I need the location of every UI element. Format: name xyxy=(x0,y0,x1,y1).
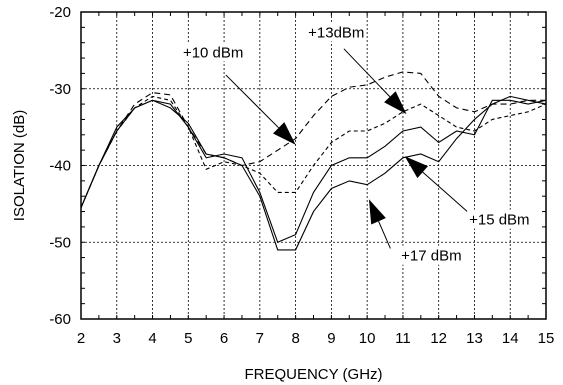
x-tick-label: 13 xyxy=(466,330,483,347)
annotation-label-1: +10 dBm xyxy=(183,44,243,61)
annotation-arrow-head xyxy=(404,156,429,179)
x-tick-label: 12 xyxy=(430,330,447,347)
x-tick-label: 15 xyxy=(538,330,555,347)
y-tick-label: -40 xyxy=(49,158,71,175)
x-tick-label: 4 xyxy=(148,330,156,347)
annotation-arrow-line xyxy=(378,221,391,249)
x-tick-label: 3 xyxy=(113,330,121,347)
x-tick-label: 8 xyxy=(291,330,299,347)
x-tick-label: 5 xyxy=(184,330,192,347)
annotation-label-bg xyxy=(306,22,361,42)
annotation-arrow-line xyxy=(422,171,470,214)
y-tick-label: -50 xyxy=(49,234,71,251)
annotation-arrow-head xyxy=(384,91,407,115)
y-tick-label: -30 xyxy=(49,81,71,98)
x-tick-label: 14 xyxy=(502,330,519,347)
y-tick-label: -60 xyxy=(49,311,71,328)
annotation-label-bg xyxy=(399,245,462,265)
annotation-arrow-head xyxy=(368,199,386,225)
annotation-label-bg xyxy=(180,42,244,62)
x-axis-label: FREQUENCY (GHz) xyxy=(244,366,382,383)
annotation-label-2: +13dBm xyxy=(308,24,364,41)
series-line-1 xyxy=(80,71,546,208)
x-tick-label: 11 xyxy=(395,330,411,347)
x-tick-label: 2 xyxy=(77,330,85,347)
annotation-arrow-line xyxy=(343,48,391,98)
x-tick-label: 6 xyxy=(220,330,228,347)
x-tick-label: 10 xyxy=(359,330,376,347)
plot-frame xyxy=(80,11,547,320)
x-tick-label: 9 xyxy=(327,330,335,347)
x-tick-label: 7 xyxy=(256,330,264,347)
y-axis-label: ISOLATION (dB) xyxy=(11,110,28,221)
series-line-4 xyxy=(80,95,547,251)
annotation-label-4: +17 dBm xyxy=(401,248,461,265)
annotation-label-3: +15 dBm xyxy=(469,212,529,229)
annotation-arrow-head xyxy=(272,122,296,145)
series-layer xyxy=(80,71,547,251)
series-line-3 xyxy=(80,99,547,244)
annotation-layer: +10 dBm +13dBm +15 dBm +17 dBm xyxy=(180,22,530,265)
x-tick-labels: 2 3 4 5 6 7 8 9 10 11 12 13 14 15 xyxy=(77,330,555,347)
y-tick-label: -20 xyxy=(49,4,71,21)
annotation-label-bg xyxy=(467,209,530,229)
annotation-arrow-line xyxy=(225,74,280,129)
y-tick-labels: -20 -30 -40 -50 -60 xyxy=(49,4,71,328)
series-line-2 xyxy=(80,95,547,208)
